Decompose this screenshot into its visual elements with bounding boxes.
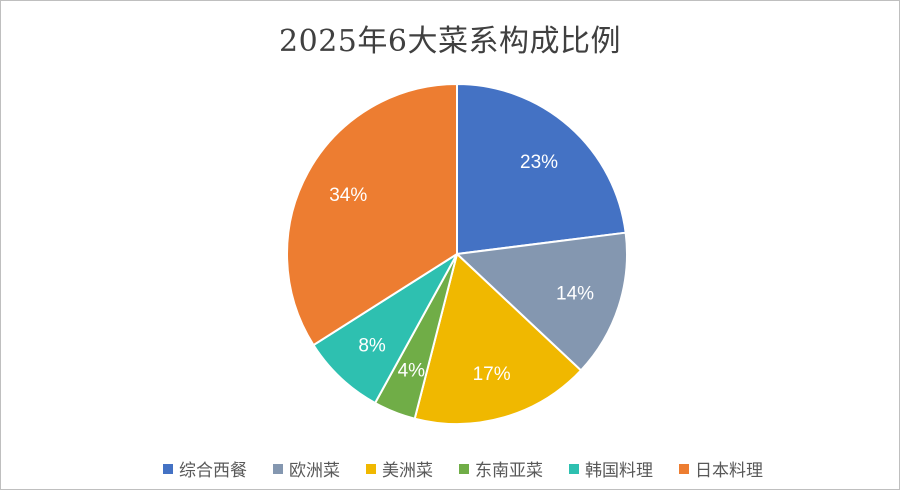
data-label-3: 17% [473,364,511,385]
pie-labels: 23% 14% 17% 4% 8% 34% [329,152,594,385]
pie-slices [285,82,628,425]
legend-label: 美洲菜 [382,461,433,481]
legend-item-6: 日本料理 [679,456,763,481]
data-label-1: 23% [520,152,558,173]
pie-slice-3 [413,252,583,425]
pie-slice-2 [454,231,628,372]
chart-title: 2025年6大菜系构成比例 [279,24,621,59]
legend-swatch [679,463,689,474]
legend-label: 日本料理 [695,461,763,481]
legend-swatch [459,463,469,474]
legend-item-2: 欧洲菜 [273,456,340,481]
legend-label: 综合西餐 [179,461,247,481]
legend-item-5: 韩国料理 [569,456,653,481]
legend-label: 韩国料理 [585,461,653,481]
legend-item-1: 综合西餐 [163,456,247,481]
legend-item-3: 美洲菜 [366,456,433,481]
legend-item-4: 东南亚菜 [459,456,543,481]
chart-legend: 综合西餐 欧洲菜 美洲菜 东南亚菜 韩国料理 日本料理 [0,456,900,481]
legend-swatch [366,463,376,474]
legend-swatch [273,463,283,474]
pie-slice-6 [285,82,458,347]
pie-slice-1 [456,82,627,256]
data-label-5: 8% [358,335,386,356]
data-label-2: 14% [556,283,594,304]
data-label-6: 34% [329,185,367,206]
data-label-4: 4% [398,360,426,381]
legend-swatch [569,463,579,474]
legend-label: 东南亚菜 [475,461,543,481]
legend-label: 欧洲菜 [289,461,340,481]
legend-swatch [163,463,173,474]
